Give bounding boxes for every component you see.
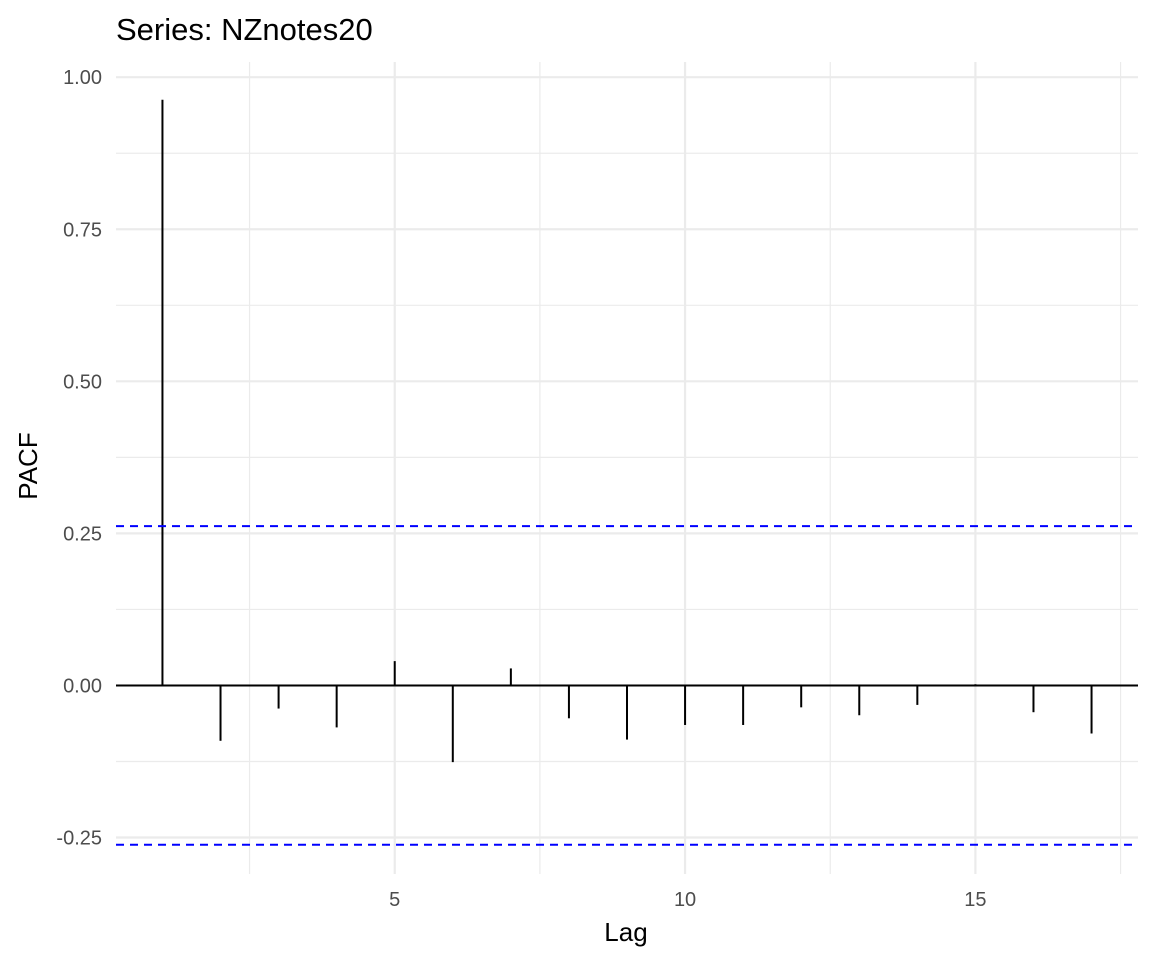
- grid-lines: [116, 62, 1138, 874]
- x-axis-ticks: 5 10 15: [389, 889, 986, 911]
- y-tick-label: 0.00: [63, 675, 102, 697]
- x-tick-label: 5: [389, 889, 400, 911]
- y-axis-title: PACF: [13, 432, 43, 499]
- y-tick-label: 0.50: [63, 371, 102, 393]
- x-tick-label: 10: [674, 889, 696, 911]
- chart-title: Series: NZnotes20: [116, 12, 373, 47]
- y-tick-label: 1.00: [63, 67, 102, 89]
- x-tick-label: 15: [964, 889, 986, 911]
- confidence-lines: [116, 525, 1138, 846]
- y-tick-label: 0.75: [63, 219, 102, 241]
- y-axis-ticks: -0.25 0.00 0.25 0.50 0.75 1.00: [56, 67, 102, 849]
- y-tick-label: 0.25: [63, 523, 102, 545]
- y-tick-label: -0.25: [56, 828, 102, 850]
- x-axis-title: Lag: [604, 917, 647, 947]
- pacf-bars: [161, 99, 1093, 763]
